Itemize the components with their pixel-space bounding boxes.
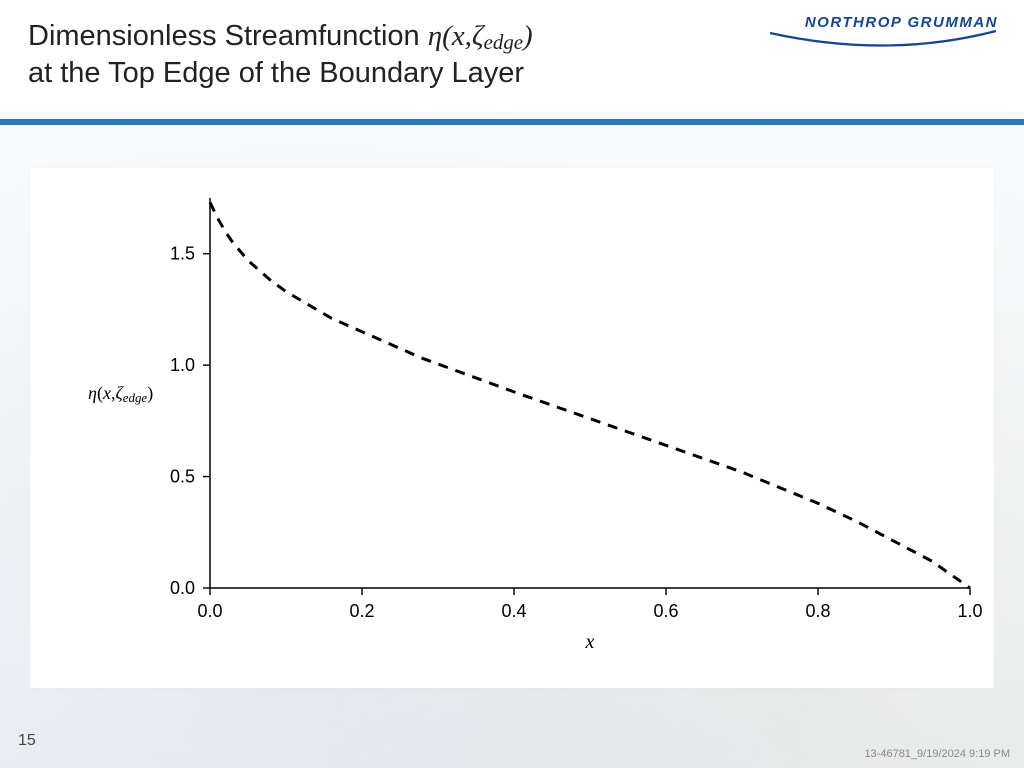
svg-text:0.4: 0.4 (501, 601, 526, 621)
svg-text:1.5: 1.5 (170, 244, 195, 264)
svg-text:0.6: 0.6 (653, 601, 678, 621)
brand-swoosh-icon (768, 29, 998, 53)
svg-text:0.0: 0.0 (197, 601, 222, 621)
svg-text:0.5: 0.5 (170, 467, 195, 487)
svg-text:x: x (585, 631, 595, 653)
svg-text:1.0: 1.0 (957, 601, 982, 621)
svg-text:0.2: 0.2 (349, 601, 374, 621)
chart-panel: 0.0 0.2 0.4 0.6 0.8 1.0 0.0 0.5 1.0 1.5 x η(x,ζedge… (30, 168, 994, 688)
title-math: η(x,ζedge) (428, 20, 533, 52)
svg-text:η(x,ζedge): η(x,ζedge) (88, 383, 153, 405)
brand-logo: NORTHROP GRUMMAN (768, 14, 998, 53)
doc-stamp: 13-46781_9/19/2024 9:19 PM (864, 748, 1010, 760)
header-divider (0, 112, 1024, 118)
svg-text:1.0: 1.0 (170, 355, 195, 375)
header: Dimensionless Streamfunction η(x,ζedge) … (0, 0, 1024, 112)
chart-svg: 0.0 0.2 0.4 0.6 0.8 1.0 0.0 0.5 1.0 1.5 x η(x,ζedge… (30, 168, 994, 688)
title-line2: at the Top Edge of the Boundary Layer (28, 57, 524, 89)
slide-number: 15 (18, 732, 36, 750)
svg-text:0.0: 0.0 (170, 578, 195, 598)
title-part1: Dimensionless Streamfunction (28, 20, 428, 52)
svg-text:0.8: 0.8 (805, 601, 830, 621)
